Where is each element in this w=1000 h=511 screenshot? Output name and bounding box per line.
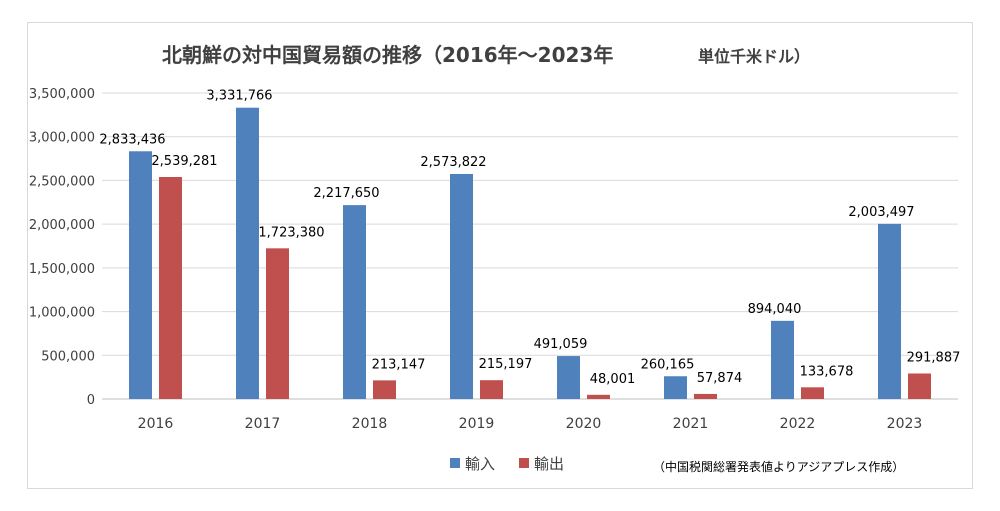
data-label: 2,539,281 <box>151 154 217 169</box>
y-tick-label: 2,000,000 <box>29 218 95 233</box>
data-label: 133,678 <box>800 364 854 379</box>
data-label: 2,573,822 <box>420 155 486 170</box>
source-note: （中国税関総署発表値よりアジアプレス作成） <box>653 459 904 474</box>
legend: 輸入 輸出 <box>450 455 564 473</box>
bar-export <box>159 176 182 399</box>
y-axis-ticks: 0 500,000 1,000,000 1,500,000 2,000,000 2,500… <box>29 87 95 408</box>
bar-import <box>664 376 687 399</box>
bar-export <box>480 380 503 399</box>
y-tick-label: 3,500,000 <box>29 87 95 102</box>
bar-import <box>878 223 901 399</box>
x-tick-label: 2022 <box>780 416 816 432</box>
y-tick-label: 1,500,000 <box>29 262 95 277</box>
x-tick-label: 2019 <box>459 416 495 432</box>
data-label: 2,833,436 <box>99 132 165 147</box>
bar-export <box>373 380 396 399</box>
unit-label: 単位千米ドル） <box>698 47 810 66</box>
bars <box>129 107 931 399</box>
legend-swatch <box>519 458 529 468</box>
x-tick-label: 2021 <box>673 416 709 432</box>
y-tick-label: 1,000,000 <box>29 306 95 321</box>
bar-export <box>266 248 289 399</box>
legend-label: 輸入 <box>465 455 495 473</box>
bar-export <box>801 387 824 399</box>
bar-import <box>236 107 259 399</box>
legend-label: 輸出 <box>534 455 564 473</box>
bar-export <box>908 373 931 399</box>
bar-export <box>587 394 610 399</box>
data-label: 57,874 <box>697 371 743 386</box>
data-label: 213,147 <box>372 357 426 372</box>
data-labels: 2,833,436 2,539,281 3,331,766 1,723,380 2,21… <box>99 89 960 387</box>
x-tick-label: 2017 <box>245 416 281 432</box>
chart-title: 北朝鮮の対中国貿易額の推移（2016年～2023年 <box>162 43 613 67</box>
y-tick-label: 3,000,000 <box>29 131 95 146</box>
y-tick-label: 2,500,000 <box>29 174 95 189</box>
data-label: 894,040 <box>748 302 802 317</box>
data-label: 260,165 <box>641 357 695 372</box>
bar-import <box>129 151 152 399</box>
y-tick-label: 500,000 <box>41 349 95 364</box>
bar-import <box>450 173 473 399</box>
data-label: 3,331,766 <box>206 89 272 104</box>
x-tick-label: 2018 <box>352 416 388 432</box>
data-label: 491,059 <box>534 337 588 352</box>
bar-import <box>557 356 580 399</box>
data-label: 291,887 <box>907 350 961 365</box>
data-label: 1,723,380 <box>258 225 324 240</box>
x-tick-label: 2020 <box>566 416 602 432</box>
gridlines <box>102 92 958 400</box>
chart-frame <box>27 22 973 489</box>
legend-swatch <box>450 458 460 468</box>
x-tick-label: 2016 <box>138 416 174 432</box>
x-axis-ticks: 2016 2017 2018 2019 2020 2021 2022 2023 <box>138 416 923 432</box>
data-label: 2,003,497 <box>848 205 914 220</box>
x-tick-label: 2023 <box>887 416 923 432</box>
bar-import <box>343 205 366 399</box>
y-tick-label: 0 <box>87 393 95 408</box>
data-label: 48,001 <box>590 372 636 387</box>
bar-export <box>694 393 717 399</box>
data-label: 215,197 <box>479 357 533 372</box>
bar-import <box>771 320 794 399</box>
data-label: 2,217,650 <box>313 186 379 201</box>
